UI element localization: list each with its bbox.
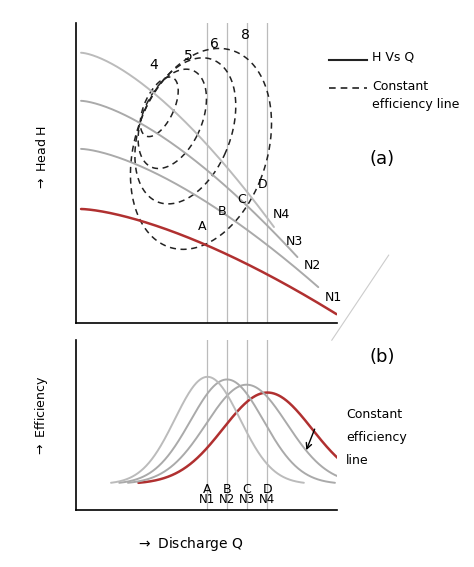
Text: N4: N4	[259, 493, 275, 506]
Text: A: A	[198, 220, 207, 233]
Text: N4: N4	[273, 208, 290, 221]
Text: $\rightarrow$ Efficiency: $\rightarrow$ Efficiency	[34, 376, 50, 458]
Text: 6: 6	[210, 37, 219, 51]
Text: (b): (b)	[370, 348, 395, 366]
Text: N3: N3	[286, 235, 303, 248]
Text: 4: 4	[150, 58, 158, 72]
Text: $\rightarrow$ Head H: $\rightarrow$ Head H	[35, 125, 49, 191]
Text: N2: N2	[304, 259, 321, 272]
Text: $\rightarrow$ Q: $\rightarrow$ Q	[150, 341, 184, 356]
Text: D: D	[263, 483, 272, 496]
Text: B: B	[223, 483, 231, 496]
Text: D: D	[257, 178, 267, 191]
Text: N1: N1	[200, 493, 216, 506]
Text: efficiency line: efficiency line	[372, 99, 459, 111]
Text: line: line	[346, 454, 369, 467]
Text: N2: N2	[219, 493, 235, 506]
Text: Constant: Constant	[346, 408, 402, 421]
Text: 5: 5	[183, 49, 192, 64]
Text: B: B	[218, 205, 226, 218]
Text: H Vs Q: H Vs Q	[372, 50, 414, 63]
Text: 8: 8	[241, 28, 250, 42]
Text: $\rightarrow$ Discharge Q: $\rightarrow$ Discharge Q	[136, 535, 244, 553]
Text: C: C	[242, 483, 251, 496]
Text: Constant: Constant	[372, 80, 428, 92]
Text: N3: N3	[238, 493, 255, 506]
Text: (a): (a)	[370, 150, 395, 168]
Text: C: C	[237, 193, 246, 206]
Text: A: A	[203, 483, 212, 496]
Text: N1: N1	[325, 291, 342, 304]
Text: efficiency: efficiency	[346, 431, 407, 444]
